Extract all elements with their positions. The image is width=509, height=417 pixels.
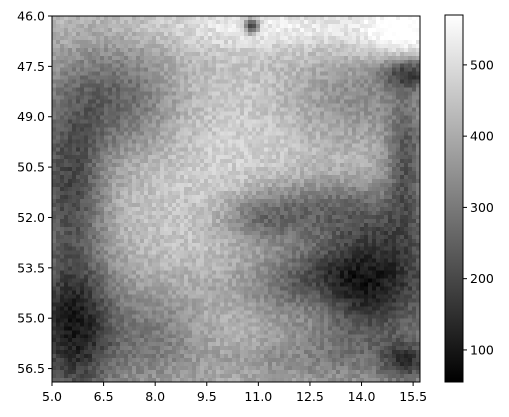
x-axis: 5.0 6.5 8.0 9.5 11.0 12.5 14.0 15.5: [42, 382, 427, 404]
colorbar-tick-label: 100: [470, 342, 494, 357]
x-tick-label: 9.5: [197, 389, 217, 404]
colorbar: 100 200 300 400 500: [444, 14, 494, 383]
heatmap-image: [52, 16, 420, 382]
y-tick-label: 55.0: [17, 311, 45, 326]
y-tick-label: 52.0: [17, 210, 45, 225]
colorbar-axis: 100 200 300 400 500: [463, 57, 494, 357]
y-tick-label: 50.5: [17, 160, 45, 175]
x-tick-label: 14.0: [348, 389, 376, 404]
x-tick-label: 12.5: [296, 389, 324, 404]
colorbar-gradient: [445, 15, 463, 382]
y-tick-label: 53.5: [17, 260, 45, 275]
y-tick-label: 56.5: [17, 361, 45, 376]
colorbar-tick-label: 200: [470, 271, 494, 286]
x-tick-label: 6.5: [94, 389, 114, 404]
y-tick-label: 49.0: [17, 109, 45, 124]
y-axis: 46.0 47.5 49.0 50.5 52.0 53.5 55.0 56.5: [17, 9, 52, 376]
colorbar-tick-label: 300: [470, 200, 494, 215]
x-tick-label: 5.0: [42, 389, 62, 404]
heatmap-raster: [52, 16, 420, 382]
plot-frame: [51, 15, 421, 383]
x-tick-label: 8.0: [145, 389, 165, 404]
y-tick-label: 46.0: [17, 9, 45, 24]
colorbar-tick-label: 500: [470, 57, 494, 72]
colorbar-frame: [444, 14, 464, 383]
y-tick-label: 47.5: [17, 59, 45, 74]
x-tick-label: 15.5: [399, 389, 427, 404]
colorbar-tick-label: 400: [470, 129, 494, 144]
x-tick-label: 11.0: [244, 389, 272, 404]
